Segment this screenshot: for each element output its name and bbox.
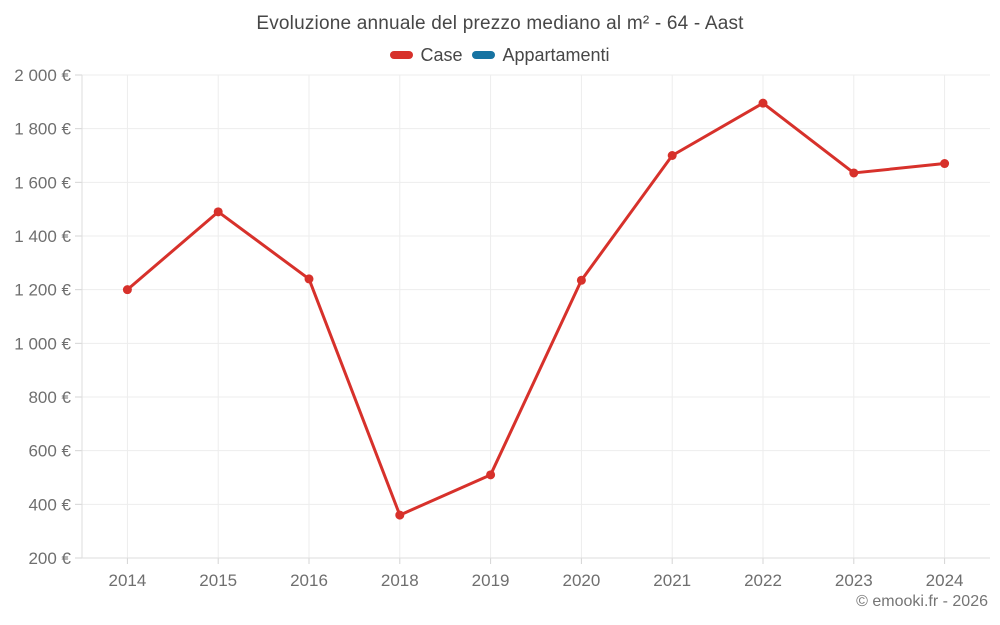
y-axis-label: 2 000 € bbox=[14, 66, 71, 85]
x-axis-label: 2014 bbox=[108, 571, 146, 590]
chart-title: Evoluzione annuale del prezzo mediano al… bbox=[256, 13, 744, 34]
y-axis-label: 1 400 € bbox=[14, 227, 71, 246]
data-point-case[interactable] bbox=[576, 275, 586, 285]
data-point-case[interactable] bbox=[395, 510, 405, 520]
legend: Case Appartamenti bbox=[0, 45, 1000, 65]
data-point-case[interactable] bbox=[667, 151, 677, 160]
y-axis-label: 1 200 € bbox=[14, 281, 71, 300]
legend-label: Case bbox=[420, 44, 463, 65]
x-axis-label: 2023 bbox=[835, 571, 873, 590]
x-axis-label: 2019 bbox=[472, 571, 510, 590]
y-axis-label: 400 € bbox=[28, 495, 71, 514]
x-axis-label: 2022 bbox=[744, 571, 782, 590]
data-point-case[interactable] bbox=[940, 159, 950, 169]
copyright-notice: © emooki.fr - 2026 bbox=[856, 593, 988, 610]
legend-item-appartamenti[interactable]: Appartamenti bbox=[472, 44, 610, 66]
y-axis-label: 800 € bbox=[28, 388, 71, 407]
y-axis-label: 200 € bbox=[28, 549, 71, 568]
legend-item-case[interactable]: Case bbox=[390, 45, 462, 66]
data-point-case[interactable] bbox=[122, 285, 132, 295]
x-axis-label: 2015 bbox=[199, 571, 237, 590]
legend-swatch-icon bbox=[472, 51, 496, 59]
legend-label: Appartamenti bbox=[502, 44, 610, 65]
y-axis-label: 1 600 € bbox=[14, 173, 71, 192]
x-axis-label: 2018 bbox=[381, 571, 419, 590]
series-line-case bbox=[125, 101, 947, 517]
x-axis-label: 2016 bbox=[290, 571, 328, 590]
x-axis-label: 2020 bbox=[562, 571, 600, 590]
x-axis-label: 2021 bbox=[653, 571, 691, 590]
data-point-case[interactable] bbox=[304, 274, 314, 284]
y-axis-label: 600 € bbox=[28, 442, 71, 461]
data-point-case[interactable] bbox=[849, 168, 859, 178]
data-point-case[interactable] bbox=[758, 98, 768, 108]
y-axis-label: 1 000 € bbox=[14, 334, 71, 353]
y-axis-label: 1 800 € bbox=[14, 120, 71, 139]
legend-swatch-icon bbox=[390, 51, 414, 59]
x-axis-label: 2024 bbox=[926, 571, 964, 590]
data-point-case[interactable] bbox=[486, 470, 496, 480]
data-point-case[interactable] bbox=[213, 207, 223, 217]
